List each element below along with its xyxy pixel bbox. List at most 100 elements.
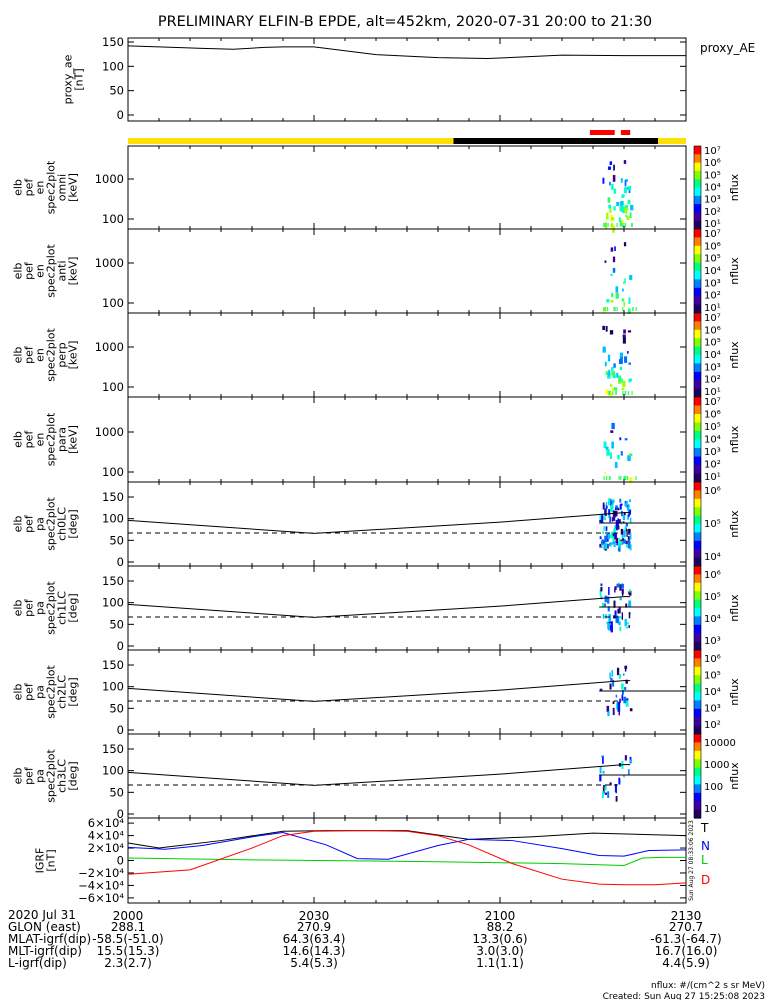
colorbar-cell: [694, 664, 701, 666]
y-axis-label-line: elb: [12, 263, 25, 280]
spectrogram-cell: [613, 164, 615, 171]
colorbar-cell: [694, 662, 701, 665]
spectrogram-cell: [603, 307, 605, 311]
colorbar-tick-label: 10⁵: [704, 519, 721, 530]
spectrogram-cell: [604, 603, 606, 607]
spectrogram-cell: [601, 514, 604, 518]
y-tick-label: 100: [102, 512, 124, 526]
spectrogram-cell: [612, 510, 616, 518]
series-line-t: [127, 830, 687, 849]
colorbar-cell: [694, 395, 701, 398]
spectrogram-cell: [600, 587, 603, 592]
colorbar-cell: [694, 633, 701, 636]
colorbar-cell: [694, 731, 701, 734]
panel-frame: [127, 565, 687, 651]
colorbar-cell: [694, 714, 701, 717]
spectrogram-cell: [625, 179, 629, 182]
spectrogram-cell: [608, 587, 610, 595]
spectrogram-cell: [627, 308, 631, 314]
colorbar-cell: [694, 306, 701, 308]
colorbar-cell: [694, 259, 701, 262]
colorbar-cell: [694, 406, 701, 409]
x-tick-label: 2130: [671, 909, 702, 923]
colorbar-cell: [694, 720, 701, 722]
colorbar-cell: [694, 648, 701, 651]
colorbar-cell: [694, 179, 701, 182]
colorbar-cell: [694, 571, 701, 574]
spectrogram-cell: [614, 784, 617, 793]
spectrogram-cell: [613, 307, 615, 311]
spectrogram-cell: [631, 391, 633, 395]
spectrogram-cell: [610, 300, 614, 303]
colorbar-tick-label: 10²: [704, 207, 721, 218]
colorbar-cell: [694, 304, 701, 307]
colorbar-cell: [694, 286, 701, 289]
spectrogram-cell: [611, 184, 614, 190]
spectrogram-cell: [618, 538, 621, 546]
plot-title: PRELIMINARY ELFIN-B EPDE, alt=452km, 202…: [158, 14, 652, 30]
colorbar-cell: [694, 204, 701, 207]
spectrogram-cell: [607, 606, 610, 612]
colorbar-tick-label: 10⁴: [704, 266, 721, 277]
spectrogram-cell: [625, 679, 628, 684]
colorbar-cell: [694, 577, 701, 580]
colorbar-tick-label: 10¹: [704, 387, 721, 398]
spectrogram-cell: [599, 766, 602, 774]
colorbar-cell: [694, 150, 701, 153]
colorbar-cell: [694, 432, 701, 435]
colorbar-cell: [694, 560, 701, 563]
colorbar-cell: [694, 678, 701, 680]
colorbar-cell: [694, 559, 701, 561]
colorbar-cell: [694, 704, 701, 707]
spectrogram-cell: [612, 679, 615, 687]
spectrogram-cell: [618, 616, 622, 619]
colorbar-cell: [694, 508, 701, 511]
colorbar-cell: [694, 353, 701, 356]
spectrogram-cell: [628, 499, 632, 502]
colorbar-cell: [694, 685, 701, 687]
spectrogram-cell: [626, 622, 629, 625]
colorbar-cell: [694, 581, 701, 584]
spectrogram-cell: [605, 371, 609, 375]
colorbar-cell: [694, 247, 701, 250]
colorbar-cell: [694, 580, 701, 582]
spectrogram-cell: [625, 525, 627, 529]
colorbar-cell: [694, 490, 701, 493]
colorbar-cell: [694, 696, 701, 699]
spectrogram-cell: [604, 361, 607, 367]
colorbar-cell: [694, 584, 701, 587]
spectrogram-cell: [630, 204, 634, 211]
colorbar-cell: [694, 222, 701, 225]
footer-row-value: 5.4(5.3): [290, 956, 338, 970]
colorbar-cell: [694, 757, 701, 760]
colorbar-cell: [694, 431, 701, 434]
spectrogram-cell: [609, 181, 611, 186]
colorbar-cell: [694, 194, 701, 197]
colorbar-cell: [694, 275, 701, 278]
y-axis-label-line: spec2plot: [45, 160, 58, 214]
colorbar-cell: [694, 669, 701, 672]
legend-n: N: [701, 839, 710, 853]
colorbar-cell: [694, 497, 701, 500]
colorbar-cell: [694, 651, 701, 654]
colorbar-cell: [694, 689, 701, 692]
spectrogram-cell: [628, 625, 630, 628]
spectrogram-cell: [618, 476, 620, 480]
colorbar-cell: [694, 496, 701, 498]
colorbar-cell: [694, 783, 701, 785]
colorbar-cell: [694, 727, 701, 729]
colorbar-cell: [694, 462, 701, 465]
colorbar-cell: [694, 755, 701, 757]
y-axis-label-line: [keV]: [67, 257, 80, 286]
colorbar-cell: [694, 785, 701, 788]
colorbar-label-text: nflux: [728, 762, 741, 790]
colorbar-cell: [694, 329, 701, 332]
spectrogram-cell: [622, 521, 625, 524]
colorbar-cell: [694, 578, 701, 581]
spectrogram-cell: [628, 769, 630, 776]
colorbar-cell: [694, 781, 701, 784]
colorbar-cell: [694, 166, 701, 169]
colorbar-cell: [694, 742, 701, 745]
spectrogram-cell: [602, 346, 606, 353]
